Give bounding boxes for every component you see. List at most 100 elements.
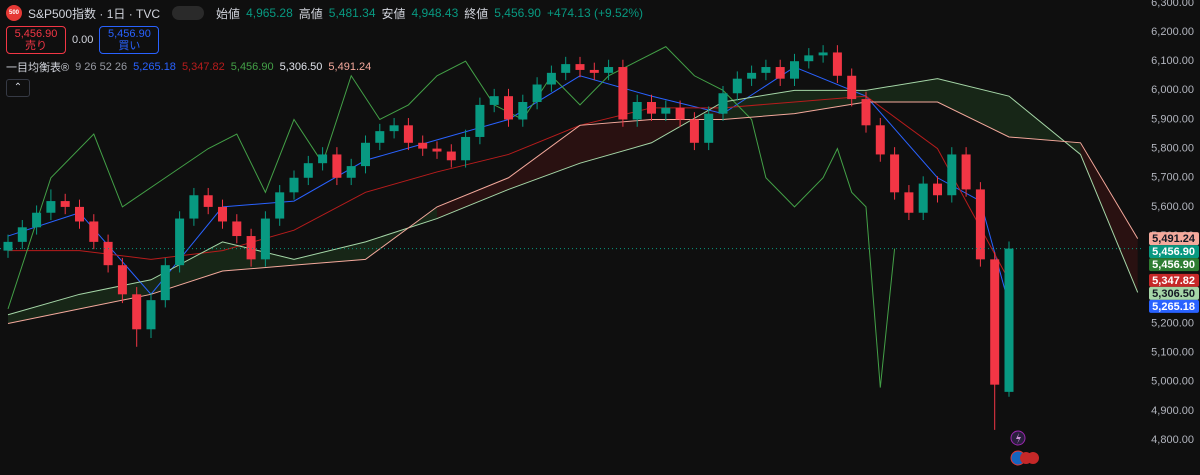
candle-body bbox=[847, 75, 857, 100]
y-tick-label: 6,200.00 bbox=[1151, 26, 1194, 38]
candle-body bbox=[861, 99, 871, 126]
candle-body bbox=[947, 154, 957, 196]
candle-body bbox=[675, 107, 685, 120]
candle-body bbox=[575, 64, 585, 70]
field-name: 高値 bbox=[298, 6, 323, 21]
candle-body bbox=[461, 136, 471, 161]
field-name: 始値 bbox=[216, 6, 241, 21]
candle-body bbox=[146, 300, 156, 330]
price-badge bbox=[1149, 232, 1199, 246]
plot bbox=[0, 45, 1142, 430]
sell-price: 5,456.90 bbox=[14, 28, 58, 40]
y-tick-label: 4,800.00 bbox=[1151, 434, 1194, 446]
logo: 500 bbox=[6, 5, 22, 21]
trade-panel: 5,456.90 売り 0.00 5,456.90 買い bbox=[6, 26, 160, 54]
legend-value: 5,456.90 bbox=[230, 61, 274, 73]
y-tick-label: 5,800.00 bbox=[1151, 143, 1194, 155]
candle-body bbox=[375, 131, 385, 143]
candle-body bbox=[75, 206, 84, 222]
change: +474.13 (+9.52%) bbox=[546, 6, 644, 20]
candle-body bbox=[189, 195, 199, 219]
candle-body bbox=[432, 148, 442, 152]
candle-body bbox=[389, 125, 399, 132]
spread: 0.00 bbox=[72, 34, 94, 46]
cloud bbox=[1080, 142, 1138, 293]
candle-body bbox=[504, 96, 513, 120]
candle-body bbox=[518, 101, 528, 120]
cloud bbox=[8, 294, 80, 324]
candle-body bbox=[589, 69, 599, 73]
candle-body bbox=[117, 265, 127, 295]
candle-body bbox=[132, 294, 142, 330]
indicator-params: 9 26 52 26 bbox=[75, 61, 128, 73]
y-tick-label: 5,900.00 bbox=[1151, 113, 1194, 125]
candle-body bbox=[704, 113, 714, 143]
symbol[interactable]: S&P500指数 · 1日 · TVC bbox=[28, 6, 161, 21]
price-badge bbox=[1149, 258, 1199, 272]
candle-body bbox=[718, 93, 728, 114]
candle-body bbox=[890, 154, 900, 193]
candle-body bbox=[175, 218, 185, 266]
candle-body bbox=[418, 142, 428, 149]
candle-body bbox=[818, 52, 828, 56]
y-tick-label: 5,200.00 bbox=[1151, 317, 1194, 329]
candle-body bbox=[89, 221, 99, 242]
candle-body bbox=[475, 104, 485, 137]
candle-body bbox=[904, 192, 914, 213]
candle-body bbox=[289, 177, 299, 193]
field-name: 安値 bbox=[381, 6, 406, 21]
candle-body bbox=[661, 107, 671, 114]
toggle[interactable] bbox=[172, 6, 205, 20]
candle-body bbox=[232, 221, 242, 237]
candle-body bbox=[1004, 248, 1014, 392]
cloud bbox=[79, 279, 151, 309]
candle-body bbox=[747, 72, 757, 79]
candle-body bbox=[446, 151, 456, 161]
price-badge-label: 5,347.82 bbox=[1152, 275, 1195, 287]
candle-body bbox=[618, 67, 628, 120]
candle-body bbox=[160, 265, 170, 301]
y-tick-label: 6,000.00 bbox=[1151, 84, 1194, 96]
price-badge bbox=[1149, 299, 1199, 313]
candle-body bbox=[3, 241, 13, 251]
candle-body bbox=[689, 119, 699, 143]
cloud bbox=[222, 241, 294, 272]
candle-body bbox=[875, 125, 885, 155]
candle-body bbox=[775, 67, 785, 79]
field-value: 5,481.34 bbox=[328, 6, 376, 20]
buy-button[interactable]: 5,456.90 買い bbox=[99, 26, 160, 54]
kijun-line bbox=[8, 95, 1010, 281]
candle-body bbox=[647, 101, 656, 114]
legend-value: 5,491.24 bbox=[328, 61, 372, 73]
y-tick-label: 5,600.00 bbox=[1151, 201, 1194, 213]
cloud bbox=[437, 177, 509, 219]
cloud bbox=[508, 125, 580, 190]
candle-body bbox=[832, 52, 842, 76]
span-b-line bbox=[7, 101, 1139, 324]
cloud bbox=[294, 241, 366, 266]
candle-body bbox=[604, 67, 614, 73]
candle-body bbox=[246, 236, 256, 260]
candle-body bbox=[790, 61, 799, 79]
y-tick-label: 4,900.00 bbox=[1151, 405, 1194, 417]
candle-body bbox=[32, 212, 42, 228]
field-value: 5,456.90 bbox=[494, 6, 541, 20]
legend-value: 5,265.18 bbox=[133, 61, 176, 73]
candle-body bbox=[961, 154, 971, 190]
collapse-button[interactable]: ⌃ bbox=[6, 79, 30, 97]
candle-body bbox=[632, 101, 642, 120]
flag-icon[interactable] bbox=[1027, 452, 1039, 464]
sell-label: 売り bbox=[25, 40, 47, 52]
price-badge-label: 5,456.90 bbox=[1152, 246, 1195, 258]
y-tick-label: 5,000.00 bbox=[1151, 376, 1194, 388]
field-value: 4,965.28 bbox=[246, 6, 293, 20]
price-badge bbox=[1149, 286, 1199, 300]
sell-button[interactable]: 5,456.90 売り bbox=[6, 26, 66, 54]
header: 500 S&P500指数 · 1日 · TVC 始値 4,965.28 高値 5,4… bbox=[6, 4, 643, 22]
price-badge-label: 5,265.18 bbox=[1152, 301, 1195, 313]
indicator-name[interactable]: 一目均衡表® bbox=[6, 62, 70, 74]
candle-body bbox=[332, 154, 342, 178]
candle-body bbox=[532, 84, 542, 102]
price-badge-label: 5,491.24 bbox=[1152, 233, 1196, 245]
